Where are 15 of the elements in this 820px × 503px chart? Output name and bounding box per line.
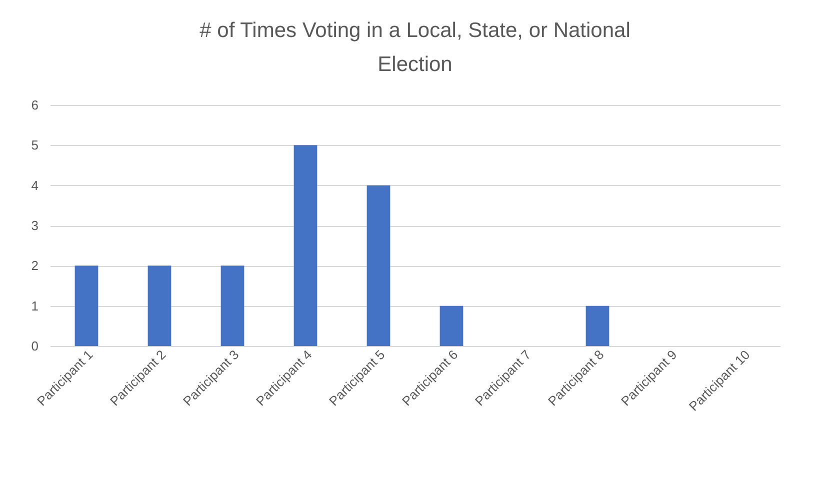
y-tick-label: 0 [31,338,38,354]
bar [148,266,172,346]
bar [294,145,318,346]
bar [366,185,390,346]
bar [74,266,98,346]
y-tick-label: 6 [31,98,38,112]
bar [586,306,610,346]
chart-title: # of Times Voting in a Local, State, or National Election [200,19,630,76]
y-tick-label: 3 [31,218,38,233]
y-tick-label: 5 [31,138,38,153]
y-tick-label: 1 [31,298,38,314]
y-tick-label: 4 [31,178,38,193]
bar [220,266,244,346]
y-tick-label: 2 [31,258,38,274]
bar [440,306,464,346]
